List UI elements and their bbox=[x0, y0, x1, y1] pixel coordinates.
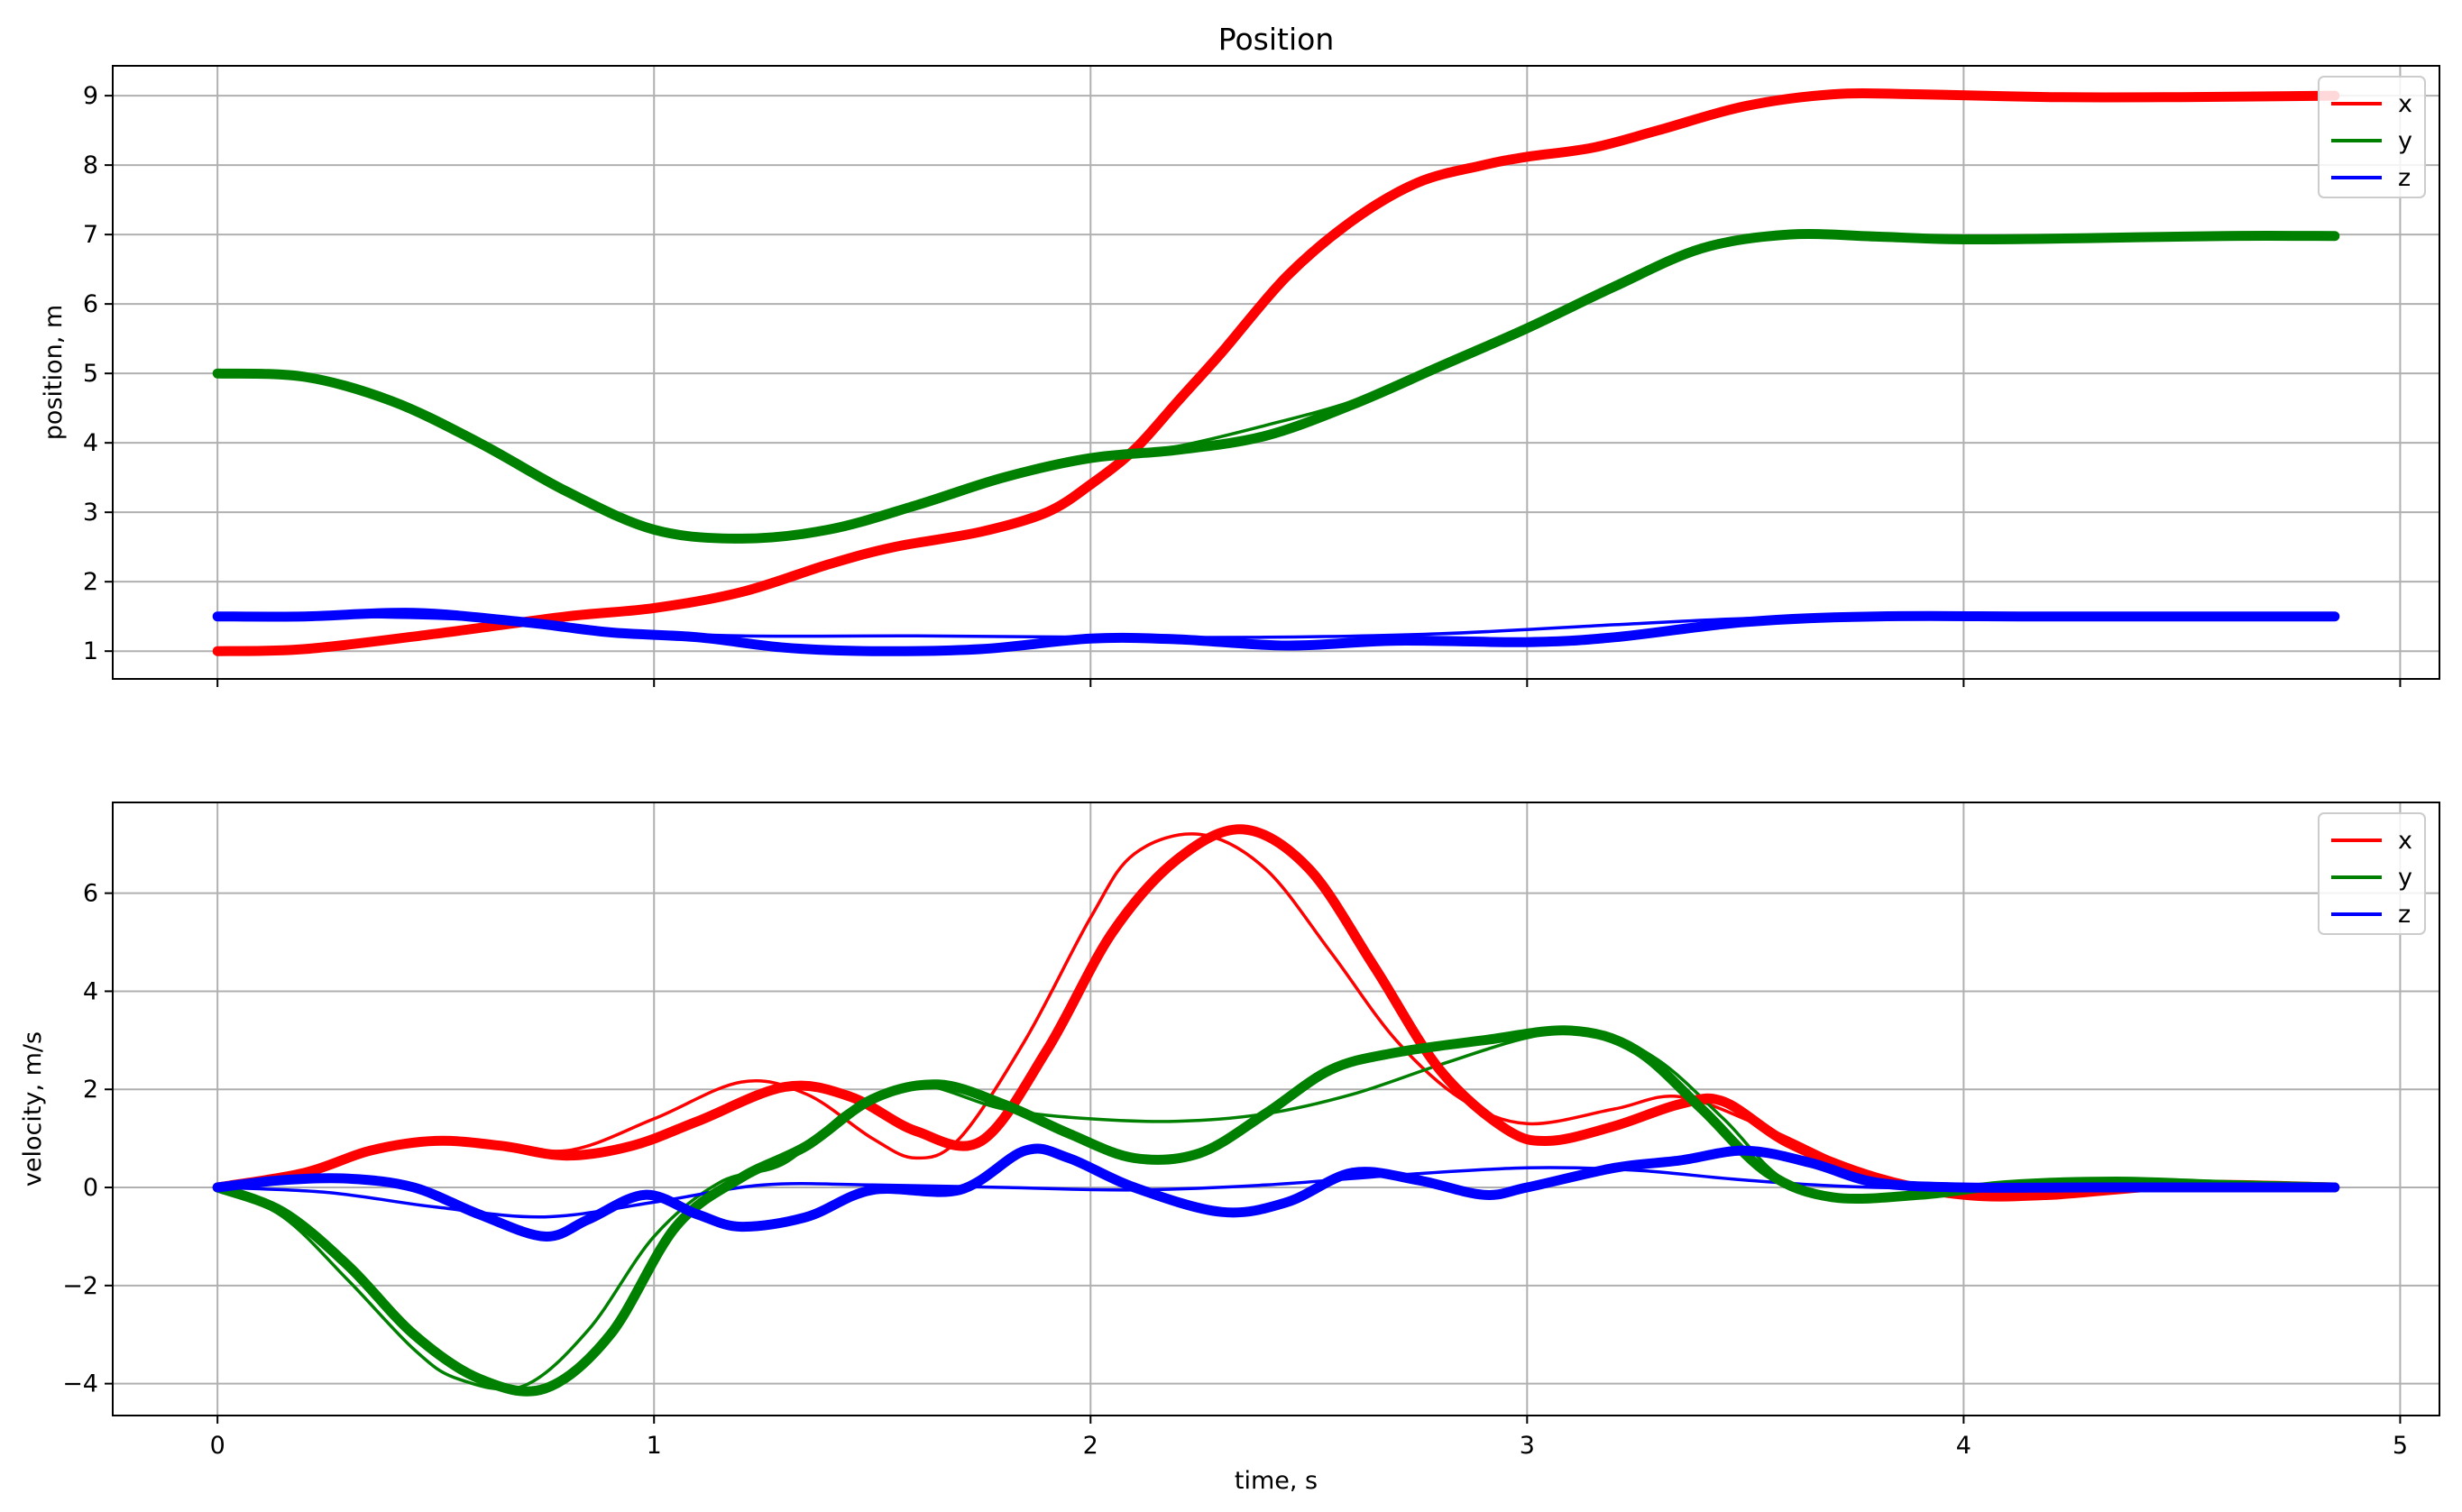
velocity-y-tick-label: 6 bbox=[83, 880, 98, 908]
position-legend-box bbox=[2318, 76, 2426, 198]
velocity-x-tick-label: 0 bbox=[210, 1432, 225, 1460]
position-y-tick-label: 5 bbox=[83, 360, 98, 388]
velocity-series-z-reference-line bbox=[216, 1166, 2337, 1219]
velocity-series bbox=[212, 824, 2340, 1397]
position-y-tick-label: 8 bbox=[83, 151, 98, 179]
position-series-z-actual-line bbox=[212, 608, 2340, 656]
position-series-y-actual-line bbox=[212, 228, 2340, 544]
velocity-series-z-actual-line bbox=[212, 1143, 2340, 1242]
position-y-tick-label: 3 bbox=[83, 499, 98, 527]
velocity-series-x-actual-line bbox=[212, 824, 2340, 1202]
velocity-series-y-actual-line bbox=[212, 1025, 2340, 1397]
position-y-tick-label: 6 bbox=[83, 290, 98, 318]
velocity-legend-label-z: z bbox=[2398, 901, 2411, 929]
position-plot-area bbox=[113, 66, 2439, 679]
position-y-tick-label: 9 bbox=[83, 82, 98, 110]
position-grid bbox=[113, 66, 2439, 679]
position-y-tick-label: 7 bbox=[83, 221, 98, 249]
position-panel: 1 2 3 4 5 6 7 8 9 Position position, m xyz bbox=[40, 22, 2440, 687]
velocity-legend: xyz bbox=[2318, 812, 2426, 935]
velocity-x-tick-label: 1 bbox=[647, 1432, 662, 1460]
velocity-x-tick-label: 3 bbox=[1520, 1432, 1535, 1460]
position-ticks: 1 2 3 4 5 6 7 8 9 bbox=[83, 82, 2402, 687]
velocity-legend-label-x: x bbox=[2398, 827, 2412, 855]
position-legend: xyz bbox=[2318, 76, 2426, 198]
position-legend-label-x: x bbox=[2398, 90, 2412, 118]
velocity-y-tick-label: −2 bbox=[62, 1272, 98, 1300]
velocity-y-tick-label: 2 bbox=[83, 1076, 98, 1104]
position-y-axis-label: position, m bbox=[40, 305, 68, 440]
position-title: Position bbox=[1218, 22, 1335, 57]
position-legend-label-z: z bbox=[2398, 164, 2411, 192]
position-series-x-actual-line bbox=[212, 88, 2340, 656]
position-y-tick-label: 4 bbox=[83, 429, 98, 457]
position-series bbox=[212, 88, 2340, 656]
velocity-x-tick-label: 5 bbox=[2393, 1432, 2408, 1460]
velocity-legend-label-y: y bbox=[2398, 864, 2412, 892]
velocity-x-tick-label: 2 bbox=[1083, 1432, 1098, 1460]
velocity-x-tick-label: 4 bbox=[1956, 1432, 1971, 1460]
position-y-tick-label: 2 bbox=[83, 568, 98, 596]
velocity-y-axis-label: velocity, m/s bbox=[19, 1031, 47, 1187]
velocity-x-axis-label: time, s bbox=[1235, 1467, 1318, 1495]
velocity-panel: 0 1 2 3 4 5 −4 −2 0 2 4 6 time, s velocity, m/s xyz bbox=[19, 802, 2440, 1495]
position-axes-frame bbox=[112, 65, 2440, 680]
velocity-axes-frame bbox=[112, 802, 2440, 1416]
position-y-tick-label: 1 bbox=[83, 637, 98, 665]
velocity-y-tick-label: 4 bbox=[83, 977, 98, 1005]
velocity-legend-box bbox=[2318, 812, 2426, 935]
velocity-y-tick-label: −4 bbox=[62, 1370, 98, 1398]
position-legend-label-y: y bbox=[2398, 127, 2412, 155]
velocity-y-tick-label: 0 bbox=[83, 1174, 98, 1202]
velocity-ticks: 0 1 2 3 4 5 −4 −2 0 2 4 6 bbox=[62, 880, 2408, 1460]
